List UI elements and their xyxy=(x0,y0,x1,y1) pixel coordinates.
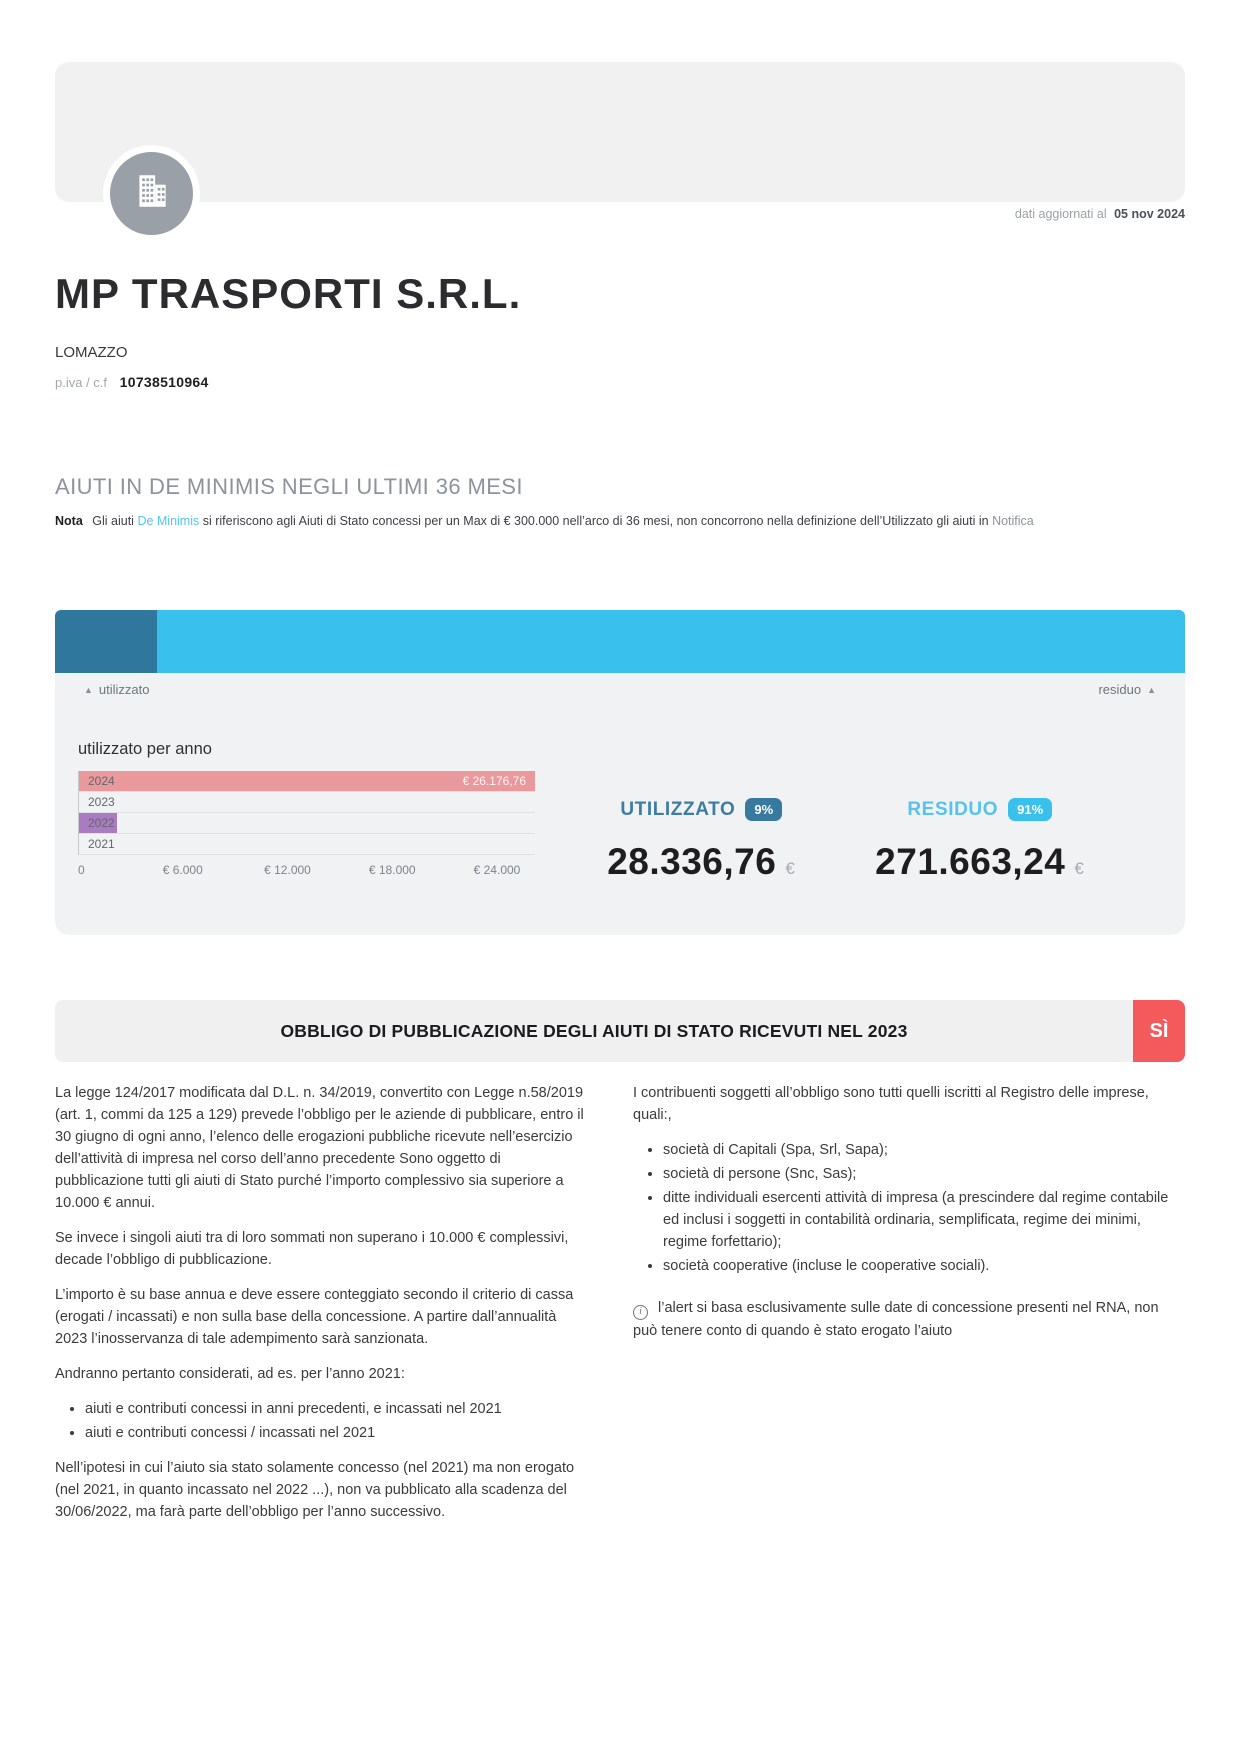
gauge-used-label: utilizzato xyxy=(98,682,150,697)
gauge-residual-segment xyxy=(156,610,1185,673)
axis-tick: 0 xyxy=(78,863,85,877)
nota-line: Nota Gli aiuti De Minimis si riferiscono… xyxy=(55,514,1185,528)
paragraph: L’importo è su base annua e deve essere … xyxy=(55,1287,574,1347)
obbligo-si-badge: SÌ xyxy=(1133,1000,1185,1062)
chart-x-axis: 0 € 6.000 € 12.000 € 18.000 € 24.000 xyxy=(78,863,535,885)
paragraph: I contribuenti soggetti all’obbligo sono… xyxy=(633,1085,1149,1123)
sort-arrow-icon: ▲ xyxy=(84,685,93,695)
residuo-value: 271.663,24 € xyxy=(841,841,1120,883)
updated-at: dati aggiornati al 05 nov 2024 xyxy=(1015,207,1185,221)
chart-year-label: 2021 xyxy=(88,837,115,851)
chart-bar-row: 2021 xyxy=(79,834,535,855)
usage-gauge xyxy=(55,610,1185,673)
obbligo-title: OBBLIGO DI PUBBLICAZIONE DEGLI AIUTI DI … xyxy=(280,1020,908,1041)
right-bullet-list: società di Capitali (Spa, Srl, Sapa); so… xyxy=(633,1139,1185,1277)
left-column: La legge 124/2017 modificata dal D.L. n.… xyxy=(55,1082,587,1536)
de-minimis-link[interactable]: De Minimis xyxy=(137,514,200,528)
right-column: I contribuenti soggetti all’obbligo sono… xyxy=(633,1082,1185,1536)
stat-head: RESIDUO 91% xyxy=(841,798,1120,821)
stat-utilizzato: UTILIZZATO 9% 28.336,76 € xyxy=(562,798,841,883)
paragraph: La legge 124/2017 modificata dal D.L. n.… xyxy=(55,1085,584,1211)
updated-date: 05 nov 2024 xyxy=(1114,207,1185,221)
paragraph: Nell’ipotesi in cui l’aiuto sia stato so… xyxy=(55,1460,575,1520)
company-city: LOMAZZO xyxy=(55,344,128,361)
page: dati aggiornati al 05 nov 2024 MP TRASPO… xyxy=(55,0,1185,1754)
utilizzato-value: 28.336,76 € xyxy=(562,841,841,883)
euro-sign: € xyxy=(785,859,796,878)
updated-prefix: dati aggiornati al xyxy=(1014,207,1107,221)
list-item: aiuti e contributi concessi / incassati … xyxy=(85,1422,587,1444)
chart-bar-2022 xyxy=(79,813,117,833)
chart-year-label: 2023 xyxy=(88,795,115,809)
body-columns: La legge 124/2017 modificata dal D.L. n.… xyxy=(55,1082,1185,1536)
chart-year-label: 2024 xyxy=(88,774,115,788)
utilizzato-badge: 9% xyxy=(745,798,783,821)
gauge-used-segment xyxy=(55,610,157,673)
utilizzato-amount: 28.336,76 xyxy=(607,841,777,882)
vat-row: p.iva / c.f 10738510964 xyxy=(55,374,209,390)
header-banner xyxy=(55,62,1185,202)
paragraph: Se invece i singoli aiuti tra di loro so… xyxy=(55,1230,569,1268)
gauge-labels: ▲ utilizzato residuo ▲ xyxy=(55,682,1185,697)
sort-arrow-icon: ▲ xyxy=(1147,685,1156,695)
chart-title: utilizzato per anno xyxy=(78,740,212,758)
paragraph: Andranno pertanto considerati, ad es. pe… xyxy=(55,1366,405,1382)
info-note: i l’alert si basa esclusivamente sulle da… xyxy=(633,1297,1185,1342)
list-item: società di persone (Snc, Sas); xyxy=(663,1163,1185,1185)
utilizzato-label: UTILIZZATO xyxy=(620,798,736,820)
info-icon: i xyxy=(633,1304,648,1320)
chart-bar-row: 2024 € 26.176,76 xyxy=(79,771,535,792)
gauge-residual-label: residuo xyxy=(1098,682,1142,697)
company-avatar xyxy=(103,145,200,242)
axis-tick: € 18.000 xyxy=(368,863,416,877)
list-item: società cooperative (incluse le cooperat… xyxy=(663,1255,1185,1277)
residuo-amount: 271.663,24 xyxy=(875,841,1066,882)
axis-tick: € 12.000 xyxy=(264,863,311,877)
de-minimis-panel: ▲ utilizzato residuo ▲ utilizzato per anno… xyxy=(55,610,1185,935)
chart-bar-2024: € 26.176,76 xyxy=(79,771,535,791)
euro-sign: € xyxy=(1074,859,1085,878)
stat-head: UTILIZZATO 9% xyxy=(562,798,841,821)
axis-tick: € 6.000 xyxy=(162,863,203,877)
chart-bar-row: 2022 xyxy=(79,813,535,834)
chart-bar-row: 2023 xyxy=(79,792,535,813)
list-item: aiuti e contributi concessi in anni prec… xyxy=(85,1398,587,1420)
residuo-badge: 91% xyxy=(1008,798,1053,821)
page-title: MP TRASPORTI S.R.L. xyxy=(55,270,522,317)
nota-text-2: si riferiscono agli Aiuti di Stato conce… xyxy=(202,514,989,528)
chart-year-label: 2022 xyxy=(88,816,115,830)
nota-text-1: Gli aiuti xyxy=(92,514,134,528)
section-title: AIUTI IN DE MINIMIS NEGLI ULTIMI 36 MESI xyxy=(55,474,523,499)
list-item: ditte individuali esercenti attività di … xyxy=(663,1187,1185,1253)
axis-tick: € 24.000 xyxy=(473,863,521,877)
stats: UTILIZZATO 9% 28.336,76 € RESIDUO 91% 271… xyxy=(562,798,1119,883)
building-icon xyxy=(131,170,173,217)
vat-label: p.iva / c.f xyxy=(55,375,108,390)
notifica-link[interactable]: Notifica xyxy=(992,514,1034,528)
info-note-text: l’alert si basa esclusivamente sulle dat… xyxy=(633,1300,1159,1339)
list-item: società di Capitali (Spa, Srl, Sapa); xyxy=(663,1139,1185,1161)
chart-bar-value: € 26.176,76 xyxy=(462,774,526,788)
left-bullet-list: aiuti e contributi concessi in anni prec… xyxy=(55,1398,587,1444)
sort-residuo[interactable]: residuo ▲ xyxy=(1098,682,1162,697)
stat-residuo: RESIDUO 91% 271.663,24 € xyxy=(841,798,1120,883)
sort-utilizzato[interactable]: ▲ utilizzato xyxy=(78,682,150,697)
chart-plot: 2024 € 26.176,76 2023 2022 2021 xyxy=(78,771,535,855)
obbligo-banner: OBBLIGO DI PUBBLICAZIONE DEGLI AIUTI DI … xyxy=(55,1000,1185,1062)
residuo-label: RESIDUO xyxy=(907,798,999,820)
nota-label: Nota xyxy=(55,514,83,528)
used-per-year-chart: utilizzato per anno 2024 € 26.176,76 202… xyxy=(78,740,535,885)
vat-value: 10738510964 xyxy=(119,374,209,390)
